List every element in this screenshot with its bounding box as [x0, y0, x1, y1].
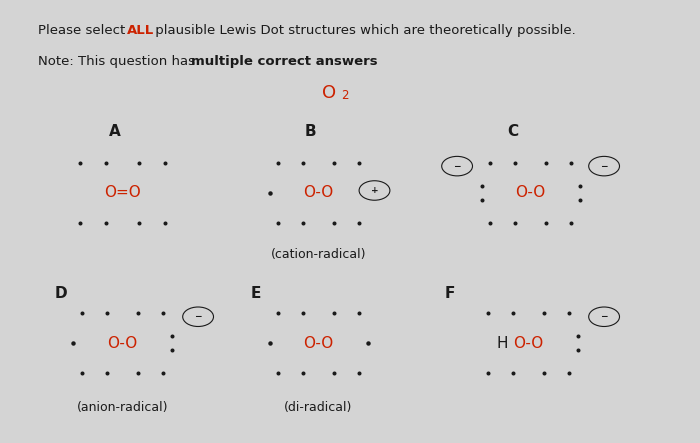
Text: (anion-radical): (anion-radical) — [77, 401, 168, 414]
Text: plausible Lewis Dot structures which are theoretically possible.: plausible Lewis Dot structures which are… — [151, 24, 576, 37]
Text: (cation-radical): (cation-radical) — [271, 248, 366, 261]
Text: multiple correct answers: multiple correct answers — [191, 55, 378, 68]
Text: Note: This question has: Note: This question has — [38, 55, 200, 68]
Text: O: O — [322, 84, 336, 102]
Text: .: . — [344, 55, 348, 68]
Text: O-O: O-O — [303, 185, 334, 200]
Text: 2: 2 — [342, 89, 349, 101]
Text: O-O: O-O — [107, 336, 138, 351]
Text: F: F — [444, 286, 455, 301]
Text: −: − — [195, 312, 202, 321]
Text: O-O: O-O — [513, 336, 544, 351]
Text: E: E — [251, 286, 261, 301]
Text: B: B — [304, 124, 316, 139]
Text: O=O: O=O — [104, 185, 141, 200]
Text: +: + — [371, 186, 378, 195]
Text: Please select: Please select — [38, 24, 130, 37]
Text: O-O: O-O — [303, 336, 334, 351]
Text: −: − — [601, 162, 608, 171]
Text: −: − — [454, 162, 461, 171]
Text: ALL: ALL — [127, 24, 155, 37]
Text: D: D — [55, 286, 67, 301]
Text: O-O: O-O — [515, 185, 546, 200]
Text: C: C — [508, 124, 519, 139]
Text: −: − — [601, 312, 608, 321]
Text: H: H — [496, 336, 507, 351]
Text: (di-radical): (di-radical) — [284, 401, 353, 414]
Text: A: A — [108, 124, 120, 139]
